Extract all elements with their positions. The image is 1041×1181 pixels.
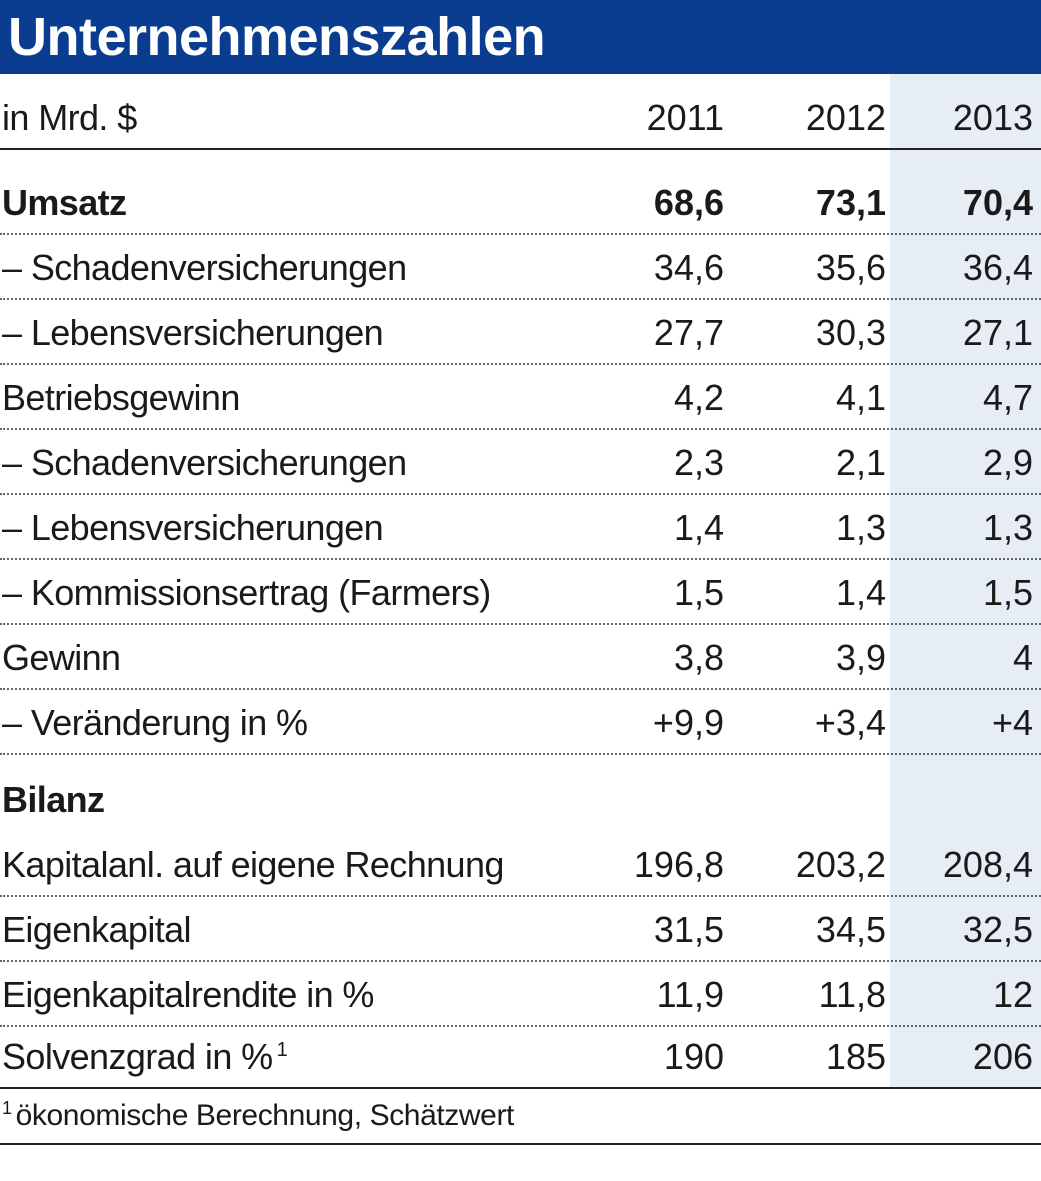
footnote-mark: 1: [276, 1039, 288, 1061]
row-value: 206: [972, 1036, 1033, 1077]
table-row: Kapitalanl. auf eigene Rechnung 196,8 20…: [0, 832, 1041, 897]
highlight-column-2013: [890, 74, 1041, 1087]
row-label: Eigenkapital: [2, 909, 192, 950]
table-row: – Schadenversicherungen 34,6 35,6 36,4: [0, 235, 1041, 300]
year-header: 2012: [805, 97, 886, 138]
row-value: 31,5: [653, 909, 724, 950]
row-label: – Schadenversicherungen: [2, 247, 407, 288]
row-value: 196,8: [633, 844, 724, 885]
page-title: Unternehmenszahlen: [0, 0, 1041, 74]
row-value: 4: [1012, 637, 1033, 678]
row-value: 73,1: [815, 182, 886, 223]
row-value: 1,5: [982, 572, 1033, 613]
row-label: Solvenzgrad in % 1: [2, 1024, 592, 1089]
row-value: 27,7: [653, 312, 724, 353]
footnote-text: ökonomische Berechnung, Schätzwert: [15, 1099, 515, 1132]
table-row: – Lebensversicherungen 1,4 1,3 1,3: [0, 495, 1041, 560]
row-value: 3,9: [835, 637, 886, 678]
row-value: 4,7: [982, 377, 1033, 418]
row-value: 2,9: [982, 442, 1033, 483]
row-value: +3,4: [814, 702, 886, 743]
row-value: 190: [663, 1036, 724, 1077]
table-row: Eigenkapitalrendite in % 11,9 11,8 12: [0, 962, 1041, 1027]
row-label: Betriebsgewinn: [2, 377, 240, 418]
row-label-text: Solvenzgrad in %: [2, 1036, 273, 1077]
table-row: Eigenkapital 31,5 34,5 32,5: [0, 897, 1041, 962]
row-label: – Veränderung in %: [2, 702, 308, 743]
row-value: 36,4: [962, 247, 1033, 288]
table-row: – Veränderung in % +9,9 +3,4 +4: [0, 690, 1041, 755]
table-row: – Schadenversicherungen 2,3 2,1 2,9: [0, 430, 1041, 495]
footnote: 1 ökonomische Berechnung, Schätzwert: [0, 1089, 1041, 1145]
row-value: 1,3: [835, 507, 886, 548]
row-value: 27,1: [962, 312, 1033, 353]
section-heading: Bilanz: [2, 779, 105, 820]
table-header-row: in Mrd. $ 2011 2012 2013: [0, 85, 1041, 150]
table-row: – Lebensversicherungen 27,7 30,3 27,1: [0, 300, 1041, 365]
table-row: Gewinn 3,8 3,9 4: [0, 625, 1041, 690]
table-row: – Kommissionsertrag (Farmers) 1,5 1,4 1,…: [0, 560, 1041, 625]
row-value: 2,1: [835, 442, 886, 483]
year-header: 2013: [952, 97, 1033, 138]
row-value: 203,2: [795, 844, 886, 885]
year-header: 2011: [646, 97, 724, 138]
table-row: Betriebsgewinn 4,2 4,1 4,7: [0, 365, 1041, 430]
unit-label: in Mrd. $: [2, 97, 137, 138]
row-label: – Schadenversicherungen: [2, 442, 407, 483]
row-value: 1,4: [673, 507, 724, 548]
row-value: 32,5: [962, 909, 1033, 950]
row-value: 30,3: [815, 312, 886, 353]
section-heading-row: Bilanz: [0, 767, 1041, 832]
row-value: 34,5: [815, 909, 886, 950]
row-value: 35,6: [815, 247, 886, 288]
row-value: 4,1: [835, 377, 886, 418]
row-label: – Lebensversicherungen: [2, 312, 384, 353]
row-value: 1,3: [982, 507, 1033, 548]
row-value: 1,4: [835, 572, 886, 613]
table-row: Umsatz 68,6 73,1 70,4: [0, 170, 1041, 235]
row-value: 2,3: [673, 442, 724, 483]
row-label: Umsatz: [2, 182, 127, 223]
row-value: 34,6: [653, 247, 724, 288]
footnote-mark: 1: [2, 1098, 12, 1118]
row-label: – Lebensversicherungen: [2, 507, 384, 548]
row-value: 208,4: [942, 844, 1033, 885]
row-label: Kapitalanl. auf eigene Rechnung: [2, 844, 504, 885]
row-value: 4,2: [673, 377, 724, 418]
row-value: 185: [825, 1036, 886, 1077]
row-value: 12: [992, 974, 1033, 1015]
row-value: 1,5: [673, 572, 724, 613]
row-value: +9,9: [652, 702, 724, 743]
row-value: 11,8: [818, 974, 886, 1015]
row-label: – Kommissionsertrag (Farmers): [2, 572, 491, 613]
row-label: Gewinn: [2, 637, 121, 678]
row-value: +4: [991, 702, 1033, 743]
row-label: Eigenkapitalrendite in %: [2, 974, 374, 1015]
table-row: Solvenzgrad in % 1 190 185 206: [0, 1024, 1041, 1089]
row-value: 70,4: [962, 182, 1033, 223]
row-value: 68,6: [653, 182, 724, 223]
row-value: 3,8: [673, 637, 724, 678]
row-value: 11,9: [656, 974, 724, 1015]
